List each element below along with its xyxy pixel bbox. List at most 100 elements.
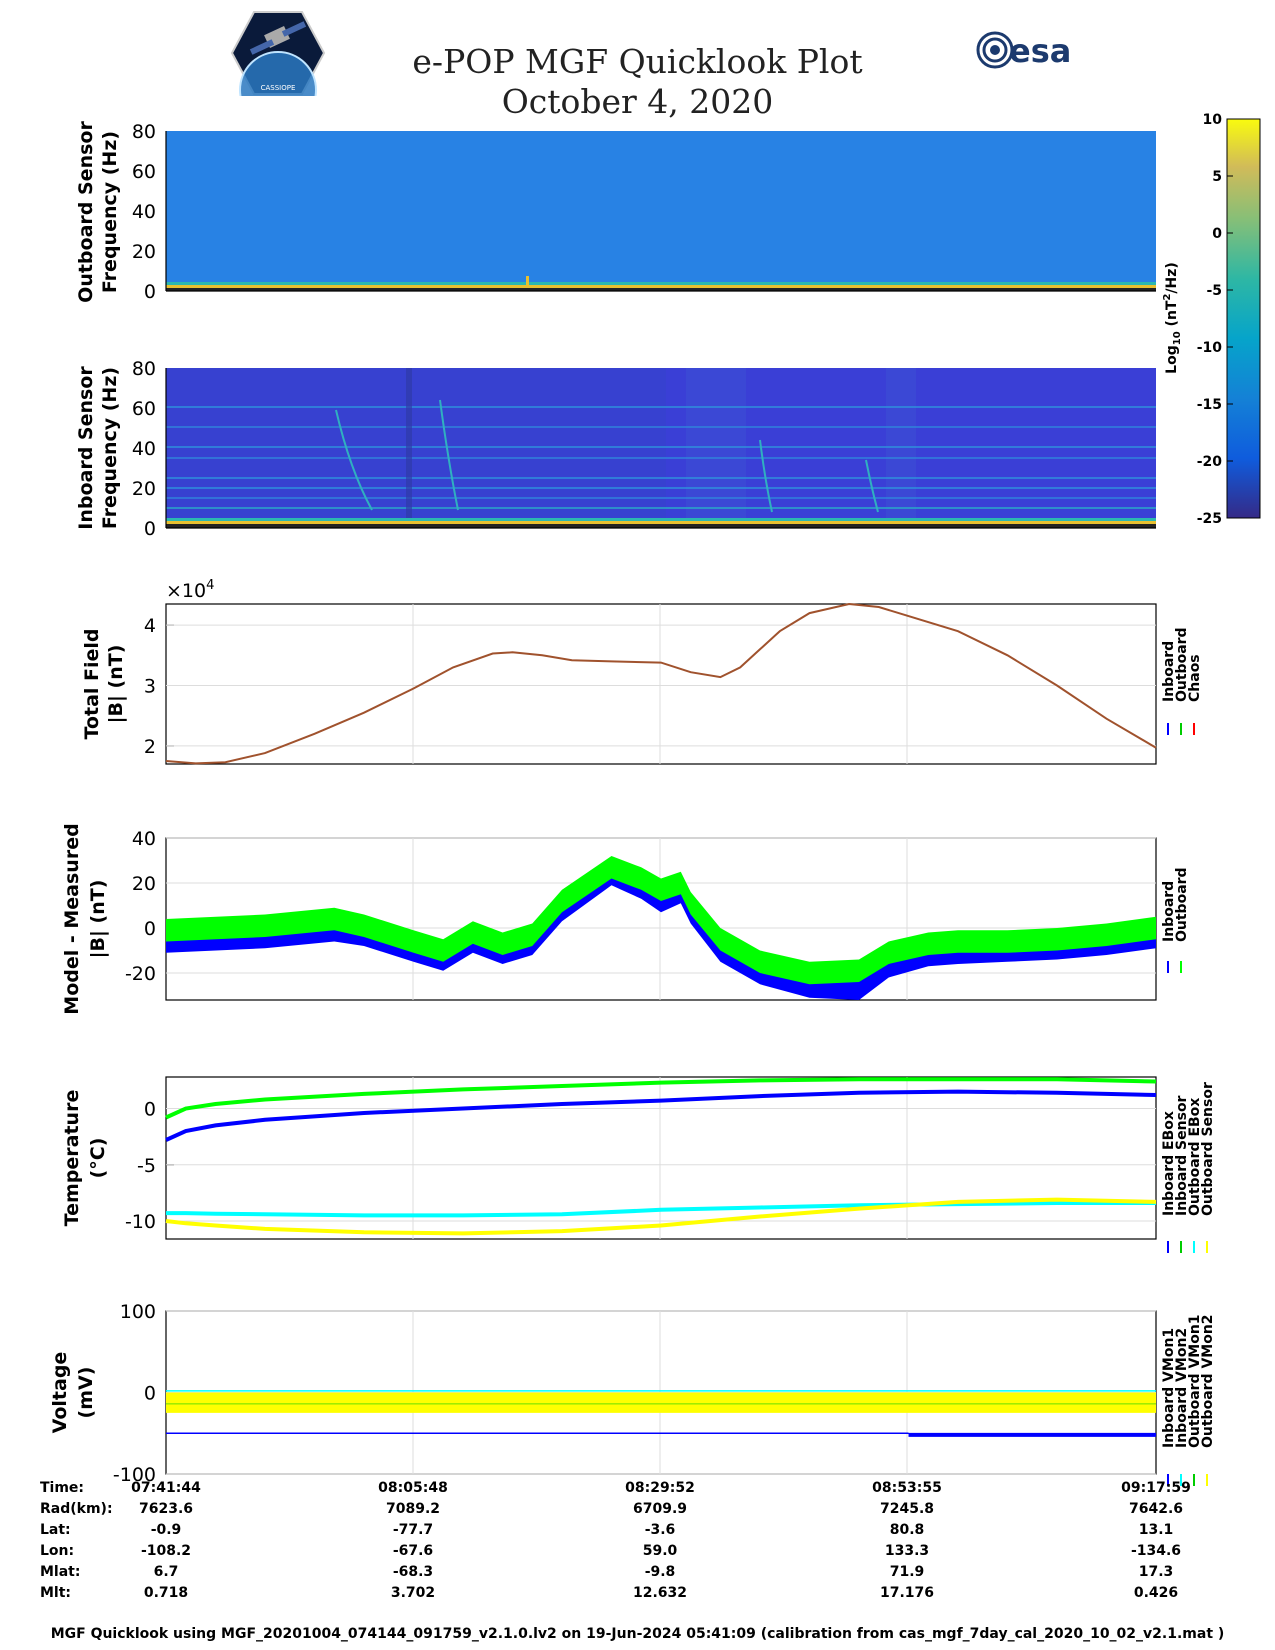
diff-ytick-20: 20 [132, 873, 156, 895]
colorbar-tick--10: -10 [1197, 340, 1223, 356]
svg-text:esa: esa [1009, 32, 1071, 70]
outboard-spectrogram-panel: 80 60 40 20 0 Outboard Sensor Frequency … [75, 121, 1156, 303]
orbit-cell: -3.6 [644, 1522, 676, 1538]
model-minus-measured-panel: Model - Measured |B| (nT) 40 20 0 -20 InboardO… [61, 823, 1190, 1014]
volt-ytick--100: -100 [113, 1464, 156, 1486]
inboard-spectrogram-field [166, 368, 1156, 528]
temp-legend-2: Outboard EBox [1187, 1098, 1203, 1216]
temperature-panel: Temperature (°C) 0 -5 -10 Inboard EBoxInboard… [61, 1076, 1216, 1253]
diff-band-outboard [166, 856, 1156, 985]
total-field-exponent: ×104 [166, 578, 214, 602]
diff-band-inboard [166, 862, 1156, 1000]
temp-ytick--10: -10 [125, 1211, 156, 1233]
outboard-ytick-0: 0 [144, 281, 156, 303]
orbit-row-lon: Lon: -108.2 -67.6 59.0 133.3 -134.6 [0, 1543, 1275, 1563]
orbit-row-label: Lat: [40, 1522, 71, 1538]
total-field-legend-2: Chaos [1187, 654, 1203, 702]
orbit-cell: 6.7 [153, 1564, 179, 1580]
volt-ytick-0: 0 [144, 1383, 156, 1405]
orbit-cell: 7245.8 [879, 1501, 935, 1517]
orbit-cell: 0.426 [1133, 1585, 1179, 1601]
temp-ylabel-2: (°C) [87, 1138, 109, 1179]
total-field-ylabel-2: |B| (nT) [105, 645, 127, 724]
inboard-ytick-0: 0 [144, 518, 156, 540]
orbit-cell: 7642.6 [1128, 1501, 1184, 1517]
inboard-ylabel-2: Frequency (Hz) [99, 367, 121, 529]
colorbar-gradient [1226, 118, 1261, 519]
outboard-spectrogram-field [166, 131, 1156, 291]
orbit-row-mlat: Mlat: 6.7 -68.3 -9.8 71.9 17.3 [0, 1564, 1275, 1584]
outboard-low-freq-peak [166, 285, 1156, 288]
orbit-cell: 6709.9 [632, 1501, 688, 1517]
colorbar-tick--20: -20 [1197, 454, 1223, 470]
inboard-ytick-40: 40 [132, 438, 156, 460]
orbit-cell: -9.8 [644, 1564, 676, 1580]
colorbar-tick--5: -5 [1206, 283, 1222, 299]
orbit-cell: 08:05:48 [378, 1480, 448, 1496]
outboard-ytick-40: 40 [132, 201, 156, 223]
outboard-ytick-80: 80 [132, 121, 156, 143]
colorbar-tick--15: -15 [1197, 397, 1222, 413]
cassiope-mission-logo: CASSIOPE [230, 11, 326, 96]
total-field-legend-0: Inboard [1161, 641, 1177, 702]
orbit-cell: 08:29:52 [625, 1480, 695, 1496]
inboard-whistler-3 [759, 439, 773, 513]
diff-ytick-40: 40 [132, 828, 156, 850]
orbit-cell: 13.1 [1138, 1522, 1174, 1538]
orbit-cell: 3.702 [390, 1585, 436, 1601]
volt-legend-1: Inboard VMon2 [1174, 1328, 1190, 1448]
orbit-row-label: Mlat: [40, 1564, 81, 1580]
total-field-ytick-3: 3 [144, 676, 156, 698]
svg-text:CASSIOPE: CASSIOPE [261, 84, 296, 92]
volt-ytick-100: 100 [120, 1301, 156, 1323]
temp-ylabel-1: Temperature [61, 1090, 83, 1227]
orbit-cell: 09:17:59 [1121, 1480, 1191, 1496]
inboard-whistler-1 [335, 409, 373, 511]
outboard-ylabel-2: Frequency (Hz) [99, 131, 121, 293]
orbit-cell: 7623.6 [138, 1501, 194, 1517]
orbit-cell: -67.6 [392, 1543, 434, 1559]
plot-date: October 4, 2020 [501, 82, 774, 121]
outboard-low-freq-band [166, 282, 1156, 287]
orbit-cell: 71.9 [889, 1564, 925, 1580]
volt-ylabel-1: Voltage [49, 1352, 71, 1434]
outboard-ylabel-1: Outboard Sensor [75, 121, 97, 303]
temp-legend-0: Inboard EBox [1161, 1111, 1177, 1216]
orbit-cell: 17.3 [1138, 1564, 1174, 1580]
volt-legend-2: Outboard VMon1 [1187, 1314, 1203, 1448]
volt-ylabel-2: (mV) [75, 1367, 97, 1419]
orbit-cell: -0.9 [150, 1522, 182, 1538]
diff-legend-1: Outboard [1174, 867, 1190, 942]
orbit-row-label: Mlt: [40, 1585, 72, 1601]
orbit-row-label: Time: [40, 1480, 85, 1496]
orbit-cell: 0.718 [143, 1585, 189, 1601]
diff-legend-0: Inboard [1161, 881, 1177, 942]
inboard-whistler-2 [439, 399, 459, 511]
orbit-cell: 133.3 [884, 1543, 930, 1559]
orbit-row-label: Rad(km): [40, 1501, 113, 1517]
orbit-cell: -134.6 [1130, 1543, 1182, 1559]
inboard-ytick-20: 20 [132, 478, 156, 500]
total-field-frame [165, 603, 1157, 765]
orbit-cell: -108.2 [140, 1543, 192, 1559]
colorbar-tick-5: 5 [1212, 169, 1222, 185]
temp-series-inboard-ebox [165, 1089, 1157, 1142]
inboard-ytick-60: 60 [132, 398, 156, 420]
orbit-row-label: Lon: [40, 1543, 75, 1559]
outboard-ytick-60: 60 [132, 161, 156, 183]
voltage-panel: Voltage (mV) 100 0 -100 Inboard VMon1Inboard … [49, 1301, 1216, 1486]
orbit-cell: 80.8 [889, 1522, 925, 1538]
orbit-cell: 12.632 [632, 1585, 688, 1601]
volt-legend-0: Inboard VMon1 [1161, 1328, 1177, 1448]
orbit-cell: -68.3 [392, 1564, 434, 1580]
orbit-cell: 59.0 [642, 1543, 678, 1559]
orbit-cell: 17.176 [879, 1585, 935, 1601]
temp-ytick--5: -5 [137, 1155, 156, 1177]
outboard-ytick-20: 20 [132, 241, 156, 263]
plot-title: e-POP MGF Quicklook Plot [412, 42, 863, 81]
colorbar-tick-10: 10 [1203, 112, 1223, 128]
temp-legend-3: Outboard Sensor [1200, 1082, 1216, 1216]
orbit-row-lat: Lat: -0.9 -77.7 -3.6 80.8 13.1 [0, 1522, 1275, 1542]
inboard-ytick-80: 80 [132, 358, 156, 380]
